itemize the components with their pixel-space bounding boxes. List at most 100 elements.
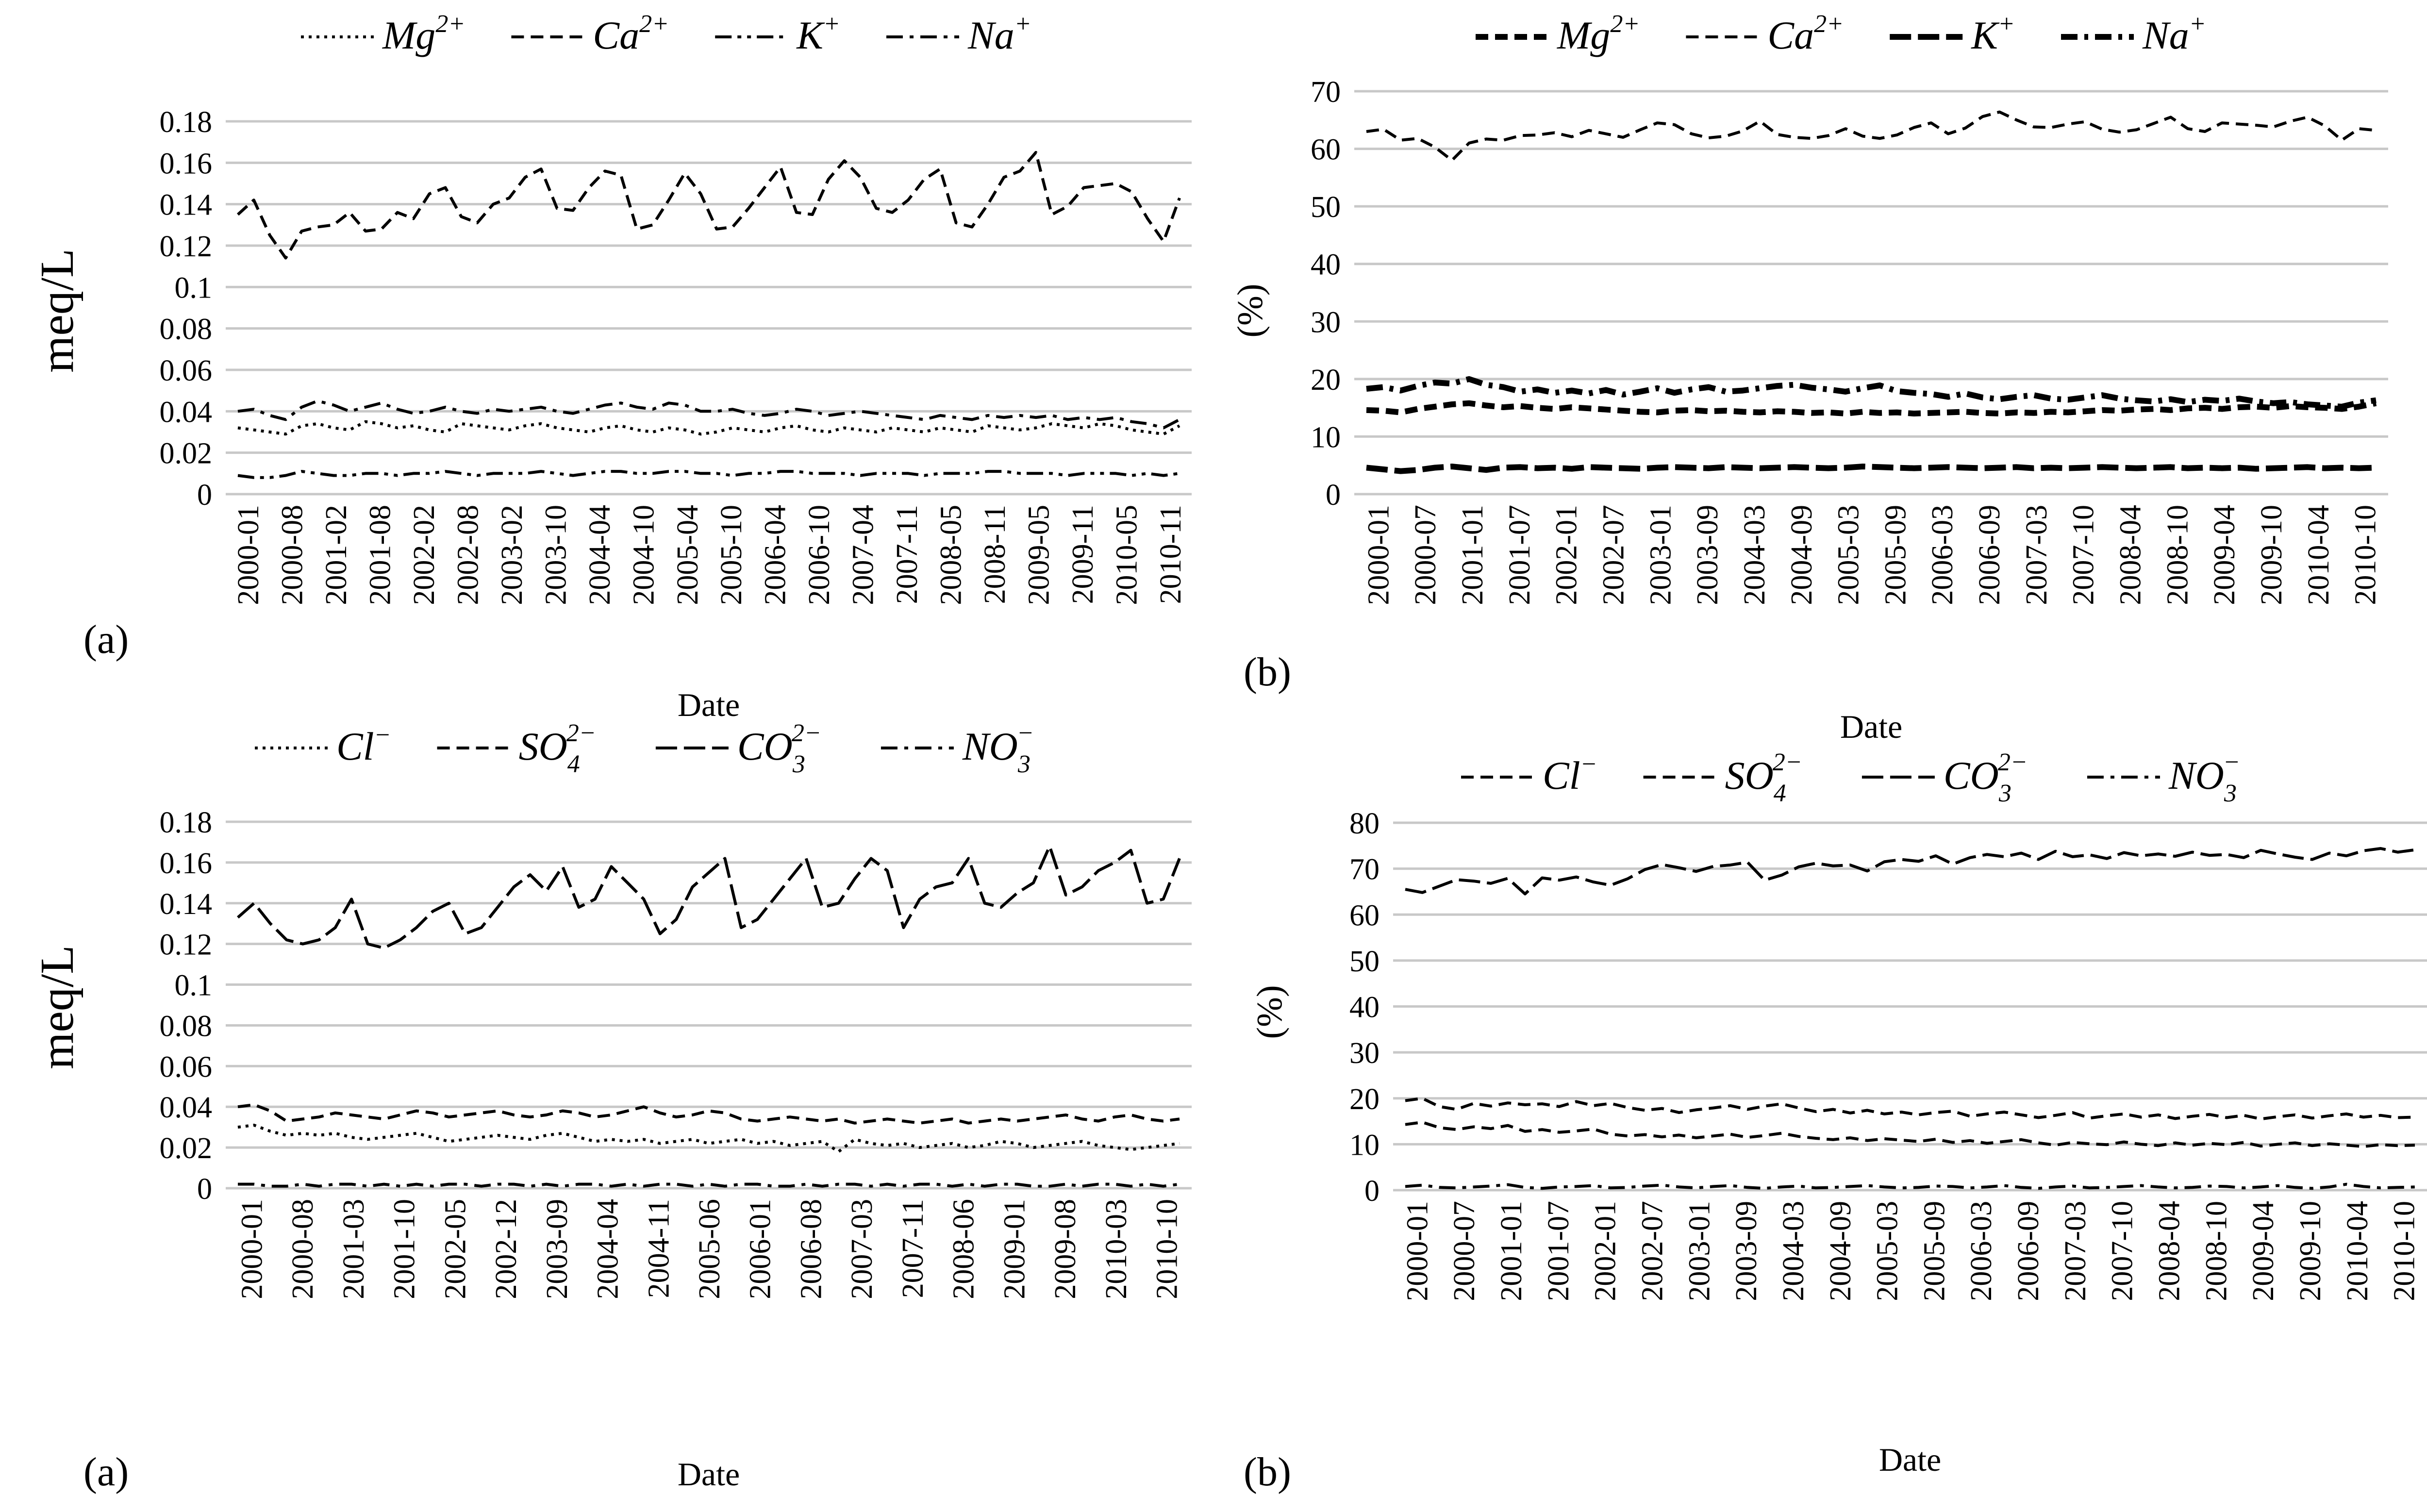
legend-label: CO32− — [737, 719, 821, 778]
x-tick-label: 2001-10 — [388, 1199, 421, 1299]
x-tick-label: 2010-05 — [1110, 505, 1143, 605]
x-tick-label: 2003-10 — [539, 505, 572, 605]
x-tick-label: 2004-10 — [627, 505, 660, 605]
legend-entry: SO42− — [1643, 748, 1802, 807]
legend-entry: Ca2+ — [1686, 10, 1844, 57]
legend-entry: Ca2+ — [511, 10, 669, 57]
x-tick-label: 2010-10 — [2349, 505, 2382, 605]
series-line — [1366, 400, 2377, 416]
x-tick-label: 2008-06 — [948, 1199, 981, 1299]
x-tick-label: 2007-03 — [2020, 505, 2053, 605]
panel-label: (a) — [83, 617, 129, 662]
x-tick-label: 2000-01 — [1401, 1201, 1434, 1301]
x-tick-label: 2001-01 — [1456, 505, 1489, 605]
y-tick-label: 0.18 — [160, 806, 213, 839]
x-tick-label: 2008-11 — [979, 505, 1012, 604]
y-tick-label: 10 — [1349, 1129, 1380, 1162]
y-tick-label: 0.04 — [160, 1091, 213, 1124]
x-tick-label: 2006-03 — [1926, 505, 1959, 605]
legend-entry: NO3− — [2087, 748, 2240, 807]
x-tick-label: 2001-01 — [1495, 1201, 1528, 1301]
y-tick-label: 0.12 — [160, 929, 213, 962]
x-tick-label: 2005-04 — [671, 505, 704, 605]
x-tick-label: 2008-04 — [2114, 505, 2147, 605]
x-tick-label: 2010-10 — [1151, 1199, 1184, 1299]
x-tick-label: 2007-11 — [891, 505, 924, 604]
y-tick-label: 0.1 — [175, 271, 213, 304]
x-axis-title: Date — [678, 686, 740, 723]
legend-entry: CO32− — [655, 719, 821, 778]
legend-entry: Cl− — [1461, 750, 1597, 798]
x-tick-label: 2009-05 — [1022, 505, 1055, 605]
x-axis-title: Date — [1879, 1441, 1941, 1478]
x-tick-label: 2004-11 — [642, 1199, 675, 1298]
y-tick-label: 60 — [1311, 133, 1341, 166]
chart-top-right: 0 10 20 30 40 50 60 70 2000-01 2000-07 2001-01 2001… — [1230, 10, 2388, 745]
legend-label: NO3− — [2168, 748, 2240, 807]
x-tick-label: 2009-10 — [2294, 1201, 2327, 1301]
x-tick-label: 2005-03 — [1832, 505, 1865, 605]
legend-entry: K+ — [1890, 10, 2015, 57]
legend-label: SO42− — [1725, 748, 1802, 807]
y-tick-label: 30 — [1349, 1037, 1380, 1070]
legend-label: SO42− — [519, 719, 596, 778]
y-tick-label: 40 — [1349, 991, 1380, 1024]
legend-label: Na+ — [967, 10, 1031, 57]
y-tick-label: 0.06 — [160, 354, 213, 387]
legend-label: Cl− — [336, 721, 391, 768]
y-tick-label: 70 — [1311, 76, 1341, 109]
x-tick-label: 2007-11 — [897, 1199, 930, 1298]
series-line — [1405, 1121, 2415, 1148]
y-tick-label: 50 — [1311, 191, 1341, 224]
x-tick-label: 2010-04 — [2302, 505, 2335, 605]
series-line — [236, 151, 1181, 260]
y-tick-label: 0 — [1326, 479, 1341, 512]
y-tick-label: 10 — [1311, 421, 1341, 454]
x-tick-label: 2006-10 — [803, 505, 836, 605]
y-axis-title: (%) — [1250, 985, 1290, 1039]
x-tick-label: 2009-08 — [1049, 1199, 1082, 1299]
x-tick-label: 2004-09 — [1824, 1201, 1857, 1301]
x-tick-label: 2008-10 — [2161, 505, 2194, 605]
y-tick-label: 0.02 — [160, 437, 213, 470]
x-tick-label: 2008-05 — [935, 505, 968, 605]
x-tick-label: 2000-01 — [1362, 505, 1395, 605]
x-tick-label: 2005-10 — [715, 505, 748, 605]
x-tick-label: 2002-01 — [1589, 1201, 1622, 1301]
x-tick-label: 2005-09 — [1879, 505, 1912, 605]
y-tick-label: 50 — [1349, 945, 1380, 978]
y-tick-label: 0 — [197, 1173, 212, 1206]
x-tick-label: 2008-10 — [2200, 1201, 2233, 1301]
y-tick-label: 30 — [1311, 306, 1341, 339]
x-tick-label: 2004-09 — [1785, 505, 1818, 605]
x-tick-label: 2009-10 — [2255, 505, 2288, 605]
legend-entry: K+ — [715, 10, 840, 57]
y-tick-label: 0.02 — [160, 1132, 213, 1165]
x-tick-label: 2003-09 — [1730, 1201, 1763, 1301]
series-line — [1405, 1097, 2415, 1121]
legend-label: Mg2+ — [1557, 10, 1640, 57]
legend-label: K+ — [1971, 10, 2015, 57]
x-tick-label: 2008-04 — [2153, 1201, 2186, 1301]
legend-label: CO32− — [1944, 748, 2028, 807]
x-tick-label: 2004-04 — [592, 1199, 625, 1299]
y-tick-label: 0.14 — [160, 189, 213, 222]
chart-top-left: 0 0.02 0.04 0.06 0.08 0.1 0.12 0.14 0.16 0.18 2000… — [31, 10, 1192, 723]
x-tick-label: 2000-08 — [286, 1199, 319, 1299]
legend-label: Ca2+ — [593, 10, 669, 57]
y-axis-title: meq/L — [31, 945, 83, 1069]
y-tick-label: 0.16 — [160, 147, 213, 180]
x-tick-label: 2000-07 — [1448, 1201, 1481, 1301]
x-tick-label: 2006-08 — [795, 1199, 828, 1299]
x-tick-label: 2006-09 — [1973, 505, 2006, 605]
x-tick-label: 2005-06 — [693, 1199, 726, 1299]
legend-label: Cl− — [1543, 750, 1597, 798]
legend-label: Mg2+ — [382, 10, 465, 57]
x-tick-label: 2003-02 — [496, 505, 529, 605]
x-tick-label: 2002-07 — [1636, 1201, 1669, 1301]
x-axis-title: Date — [1840, 708, 1902, 745]
x-tick-label: 2009-01 — [998, 1199, 1031, 1299]
x-tick-label: 2010-10 — [2388, 1201, 2421, 1301]
y-axis-title: (%) — [1230, 284, 1270, 338]
x-tick-label: 2007-10 — [2106, 1201, 2139, 1301]
